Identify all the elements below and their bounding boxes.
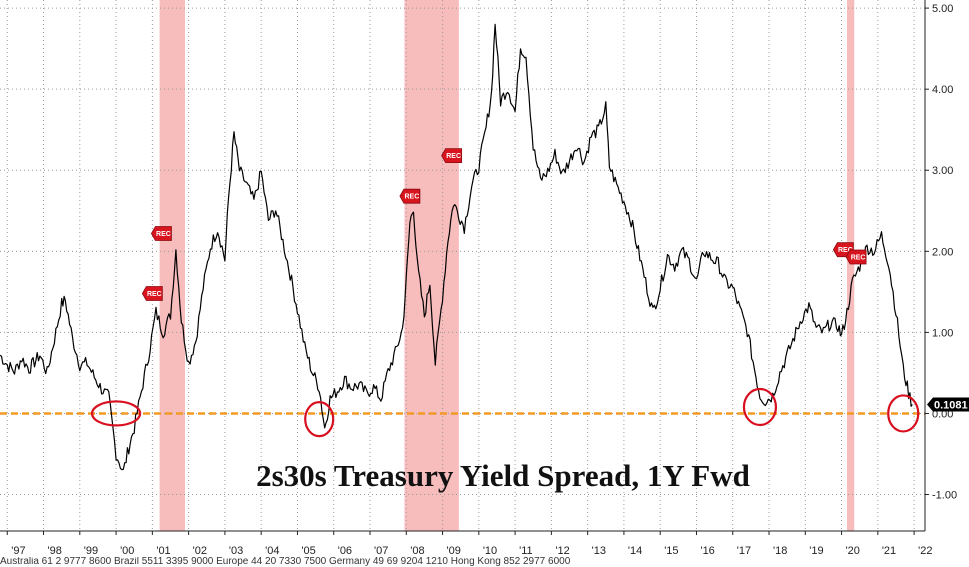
x-tick-label-9: '06 — [338, 545, 352, 557]
x-tick-label-5: '02 — [193, 545, 207, 557]
rec-flag-0 — [141, 286, 163, 301]
y-tick-label-0: 5.00 — [932, 3, 953, 15]
footer-contacts: Australia 61 2 9777 8600 Brazil 5511 339… — [0, 557, 571, 567]
y-tick-label-1: 4.00 — [932, 84, 953, 96]
rec-label-text-3: REC — [446, 153, 461, 160]
x-tick-label-11: '08 — [410, 545, 424, 557]
y-tick-label-6: -1.00 — [932, 490, 957, 502]
trough-circles — [90, 387, 920, 438]
x-tick-label-23: '20 — [846, 545, 860, 557]
gridlines — [0, 0, 925, 531]
recession-band-0 — [159, 0, 185, 531]
rec-label-text-0: REC — [147, 291, 162, 298]
x-tick-label-7: '04 — [265, 545, 279, 557]
spread-series-line — [0, 23, 913, 471]
x-tick-label-15: '12 — [555, 545, 569, 557]
rec-flag-2 — [399, 188, 421, 204]
rec-label-3: REC — [441, 148, 463, 164]
y-tick-label-4: 1.00 — [932, 327, 953, 339]
x-tick-label-10: '07 — [374, 545, 388, 557]
x-tick-label-6: '03 — [229, 545, 243, 557]
x-tick-label-4: '01 — [156, 545, 170, 557]
rec-flag-5 — [845, 249, 867, 265]
rec-label-text-1: REC — [156, 231, 171, 238]
rec-label-text-2: REC — [405, 194, 420, 201]
rec-flag-3 — [441, 148, 463, 164]
rec-flag-1 — [150, 226, 172, 241]
recession-band-1 — [404, 0, 459, 531]
y-tick-label-3: 2.00 — [932, 246, 953, 258]
x-tick-label-16: '13 — [592, 545, 606, 557]
trough-circle-2 — [742, 387, 778, 427]
rec-label-1: REC — [150, 226, 172, 241]
chart-title: 2s30s Treasury Yield Spread, 1Y Fwd — [256, 458, 750, 493]
x-tick-label-1: '98 — [48, 545, 62, 557]
recession-band-2 — [847, 0, 855, 531]
x-axis-ticks: '97 '98 '99 '00 '01 '02 '03 '04 '05 '06 '07 '08 '09 '… — [6, 531, 932, 557]
rec-label-text-4: REC — [838, 247, 853, 254]
trough-circle-3 — [887, 394, 920, 433]
rec-label-2: REC — [399, 188, 421, 204]
x-tick-label-12: '09 — [447, 545, 461, 557]
x-tick-label-22: '19 — [809, 545, 823, 557]
x-tick-label-18: '15 — [664, 545, 678, 557]
y-tick-label-2: 3.00 — [932, 165, 953, 177]
x-tick-label-14: '11 — [519, 545, 533, 557]
rec-label-0: REC — [141, 286, 163, 301]
x-tick-label-21: '18 — [773, 545, 787, 557]
rec-label-5: REC — [845, 249, 867, 265]
trough-circle-0 — [90, 400, 142, 427]
last-value-label: 0.1081 — [927, 397, 969, 412]
x-tick-label-8: '05 — [301, 545, 315, 557]
x-tick-label-20: '17 — [737, 545, 751, 557]
last-value-text: 0.1081 — [934, 400, 968, 412]
x-tick-label-19: '16 — [700, 545, 714, 557]
rec-label-text-5: REC — [851, 254, 866, 261]
recession-bands — [159, 0, 855, 531]
x-tick-label-0: '97 — [11, 545, 25, 557]
x-tick-label-25: '22 — [918, 545, 932, 557]
x-tick-label-2: '99 — [84, 545, 98, 557]
trough-circle-1 — [304, 401, 335, 438]
x-tick-label-24: '21 — [882, 545, 896, 557]
x-tick-label-3: '00 — [120, 545, 134, 557]
x-tick-label-17: '14 — [628, 545, 642, 557]
x-tick-label-13: '10 — [483, 545, 497, 557]
